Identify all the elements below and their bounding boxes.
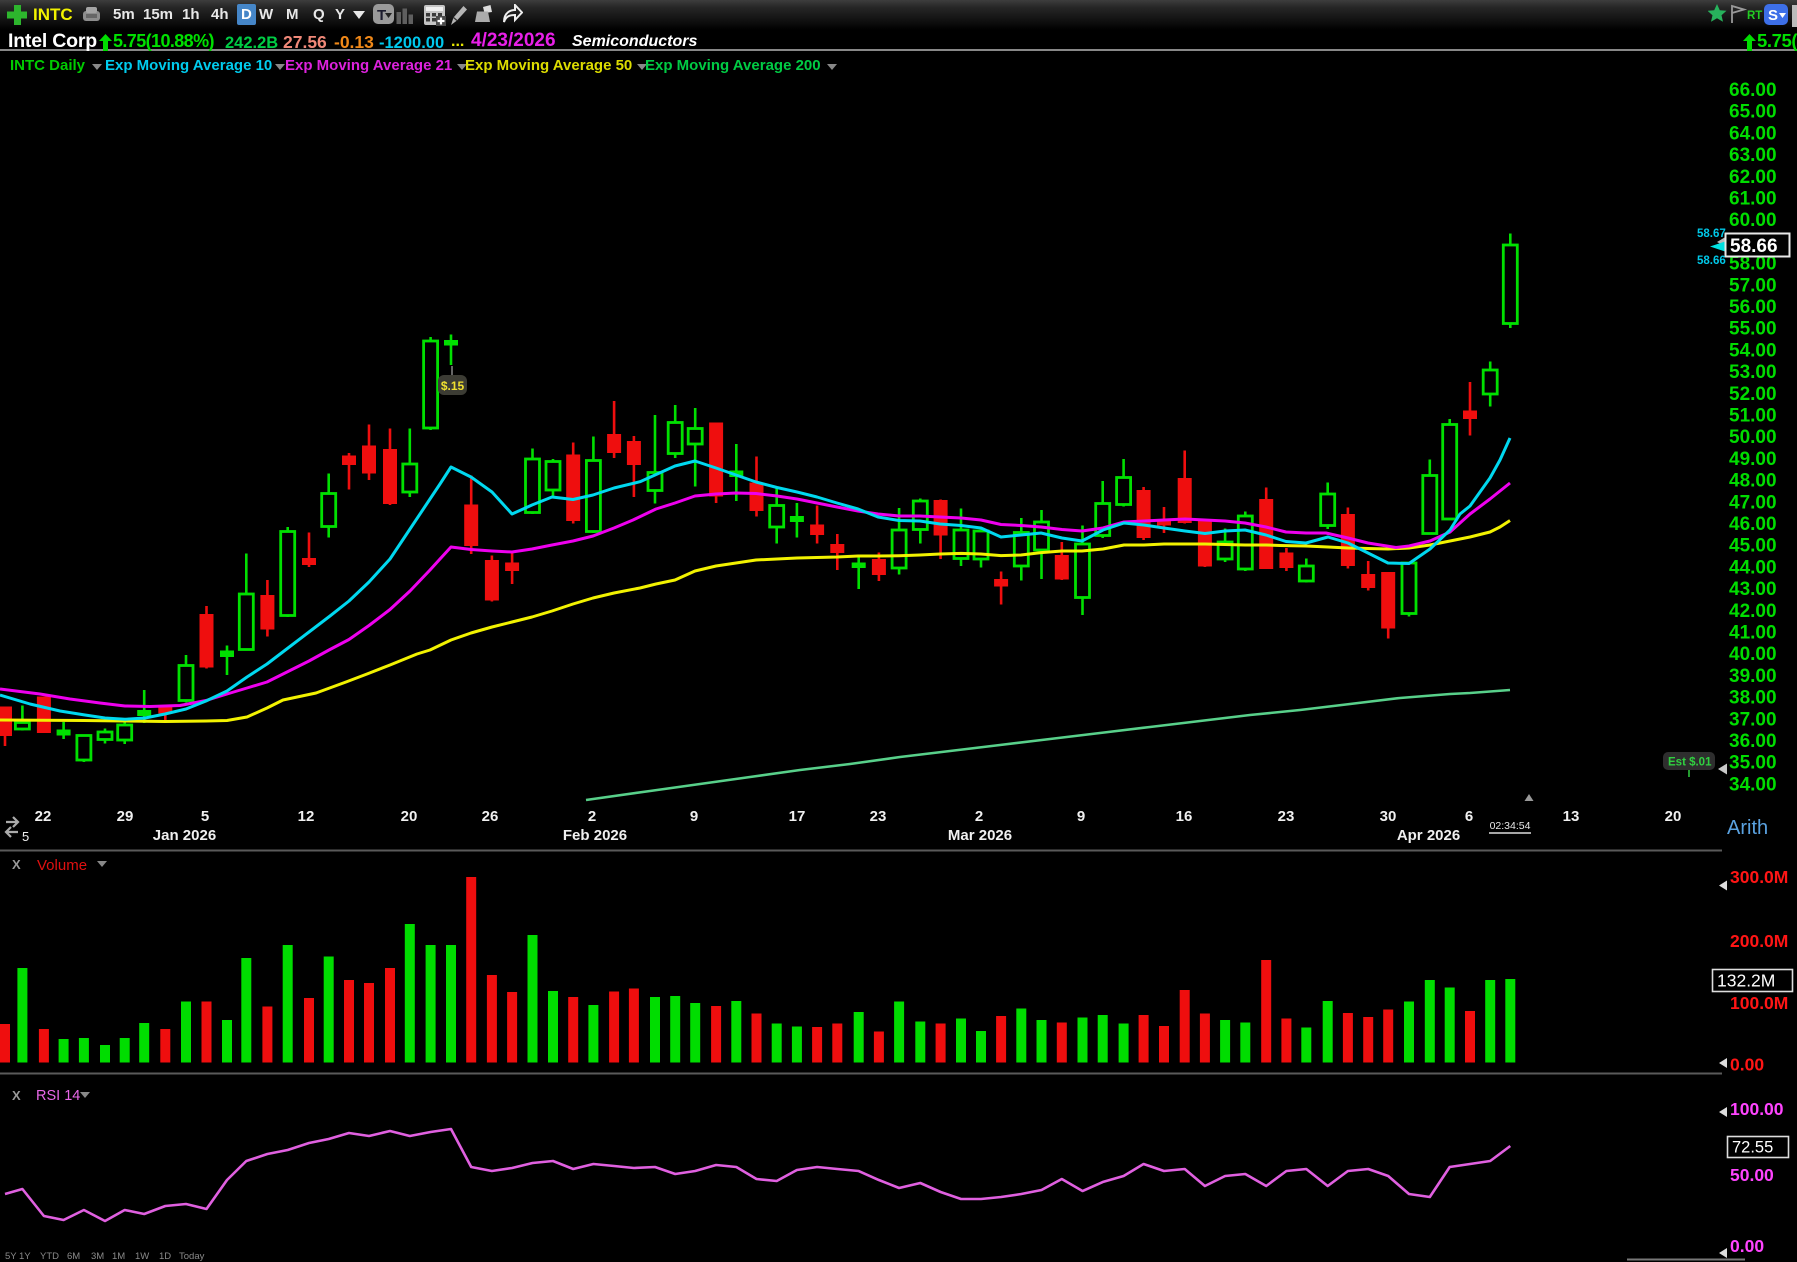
svg-text:X: X <box>12 857 21 872</box>
svg-text:72.55: 72.55 <box>1732 1139 1773 1157</box>
svg-text:55.00: 55.00 <box>1729 319 1777 340</box>
svg-text:39.00: 39.00 <box>1729 666 1777 687</box>
svg-text:56.00: 56.00 <box>1729 297 1777 318</box>
svg-text:T: T <box>377 7 386 24</box>
svg-text:9: 9 <box>690 808 698 825</box>
svg-text:60.00: 60.00 <box>1729 210 1777 231</box>
svg-text:0.00: 0.00 <box>1730 1055 1764 1075</box>
svg-text:63.00: 63.00 <box>1729 145 1777 166</box>
svg-text:37.00: 37.00 <box>1729 709 1777 730</box>
svg-text:58.66: 58.66 <box>1697 255 1726 267</box>
svg-text:35.00: 35.00 <box>1729 753 1777 774</box>
svg-text:43.00: 43.00 <box>1729 579 1777 600</box>
svg-text:51.00: 51.00 <box>1729 406 1777 427</box>
svg-text:65.00: 65.00 <box>1729 102 1777 123</box>
svg-text:17: 17 <box>789 808 806 825</box>
svg-text:48.00: 48.00 <box>1729 471 1777 492</box>
svg-text:Est $.01: Est $.01 <box>1668 757 1712 769</box>
svg-text:30: 30 <box>1380 808 1397 825</box>
svg-text:1M: 1M <box>112 1251 125 1262</box>
svg-text:X: X <box>12 1088 21 1103</box>
svg-text:23: 23 <box>1278 808 1295 825</box>
svg-text:5: 5 <box>22 829 29 844</box>
svg-text:52.00: 52.00 <box>1729 384 1777 405</box>
svg-text:23: 23 <box>870 808 887 825</box>
svg-text:9: 9 <box>1077 808 1085 825</box>
svg-text:200.0M: 200.0M <box>1730 931 1788 951</box>
svg-text:26: 26 <box>482 808 499 825</box>
svg-text:132.2M: 132.2M <box>1717 971 1775 991</box>
svg-text:20: 20 <box>401 808 418 825</box>
svg-text:Volume: Volume <box>37 857 87 874</box>
svg-text:54.00: 54.00 <box>1729 340 1777 361</box>
svg-text:62.00: 62.00 <box>1729 167 1777 188</box>
svg-text:100.0M: 100.0M <box>1730 993 1788 1013</box>
svg-text:64.00: 64.00 <box>1729 123 1777 144</box>
svg-text:40.00: 40.00 <box>1729 644 1777 665</box>
svg-text:42.00: 42.00 <box>1729 601 1777 622</box>
svg-text:49.00: 49.00 <box>1729 449 1777 470</box>
svg-text:36.00: 36.00 <box>1729 731 1777 752</box>
svg-text:02:34:54: 02:34:54 <box>1490 820 1531 832</box>
svg-text:44.00: 44.00 <box>1729 557 1777 578</box>
svg-text:Jan 2026: Jan 2026 <box>153 827 216 844</box>
svg-text:5: 5 <box>201 808 209 825</box>
svg-text:RSI 14: RSI 14 <box>36 1088 80 1104</box>
svg-text:6M: 6M <box>67 1251 80 1262</box>
svg-text:Mar 2026: Mar 2026 <box>948 827 1012 844</box>
svg-text:6: 6 <box>1465 808 1473 825</box>
svg-text:1W: 1W <box>135 1251 149 1262</box>
svg-text:45.00: 45.00 <box>1729 536 1777 557</box>
svg-text:1D: 1D <box>159 1251 171 1262</box>
svg-text:50.00: 50.00 <box>1730 1165 1774 1185</box>
svg-text:Apr 2026: Apr 2026 <box>1397 827 1460 844</box>
svg-text:1Y: 1Y <box>19 1251 31 1262</box>
svg-text:5Y: 5Y <box>5 1251 17 1262</box>
svg-text:29: 29 <box>117 808 134 825</box>
svg-text:Today: Today <box>179 1251 205 1262</box>
svg-text:50.00: 50.00 <box>1729 427 1777 448</box>
svg-text:YTD: YTD <box>40 1251 59 1262</box>
svg-text:2: 2 <box>975 808 983 825</box>
svg-text:22: 22 <box>35 808 52 825</box>
svg-text:0.00: 0.00 <box>1730 1236 1764 1256</box>
svg-text:12: 12 <box>298 808 315 825</box>
svg-text:61.00: 61.00 <box>1729 189 1777 210</box>
svg-text:13: 13 <box>1563 808 1580 825</box>
svg-text:58.00: 58.00 <box>1729 254 1777 275</box>
svg-text:34.00: 34.00 <box>1729 774 1777 795</box>
svg-text:16: 16 <box>1176 808 1193 825</box>
svg-text:47.00: 47.00 <box>1729 492 1777 513</box>
svg-text:S: S <box>1768 7 1778 24</box>
svg-text:Feb 2026: Feb 2026 <box>563 827 627 844</box>
svg-text:58.67: 58.67 <box>1697 228 1726 240</box>
svg-text:100.00: 100.00 <box>1730 1099 1784 1119</box>
svg-text:$.15: $.15 <box>441 379 465 393</box>
svg-text:38.00: 38.00 <box>1729 688 1777 709</box>
svg-text:2: 2 <box>588 808 596 825</box>
svg-text:RT: RT <box>1747 10 1762 22</box>
svg-text:58.66: 58.66 <box>1730 236 1778 257</box>
svg-text:41.00: 41.00 <box>1729 623 1777 644</box>
svg-text:66.00: 66.00 <box>1729 80 1777 101</box>
svg-text:300.0M: 300.0M <box>1730 867 1788 887</box>
svg-text:Arith: Arith <box>1727 817 1768 839</box>
svg-text:53.00: 53.00 <box>1729 362 1777 383</box>
svg-text:46.00: 46.00 <box>1729 514 1777 535</box>
svg-text:3M: 3M <box>91 1251 104 1262</box>
svg-text:20: 20 <box>1665 808 1682 825</box>
svg-text:57.00: 57.00 <box>1729 275 1777 296</box>
